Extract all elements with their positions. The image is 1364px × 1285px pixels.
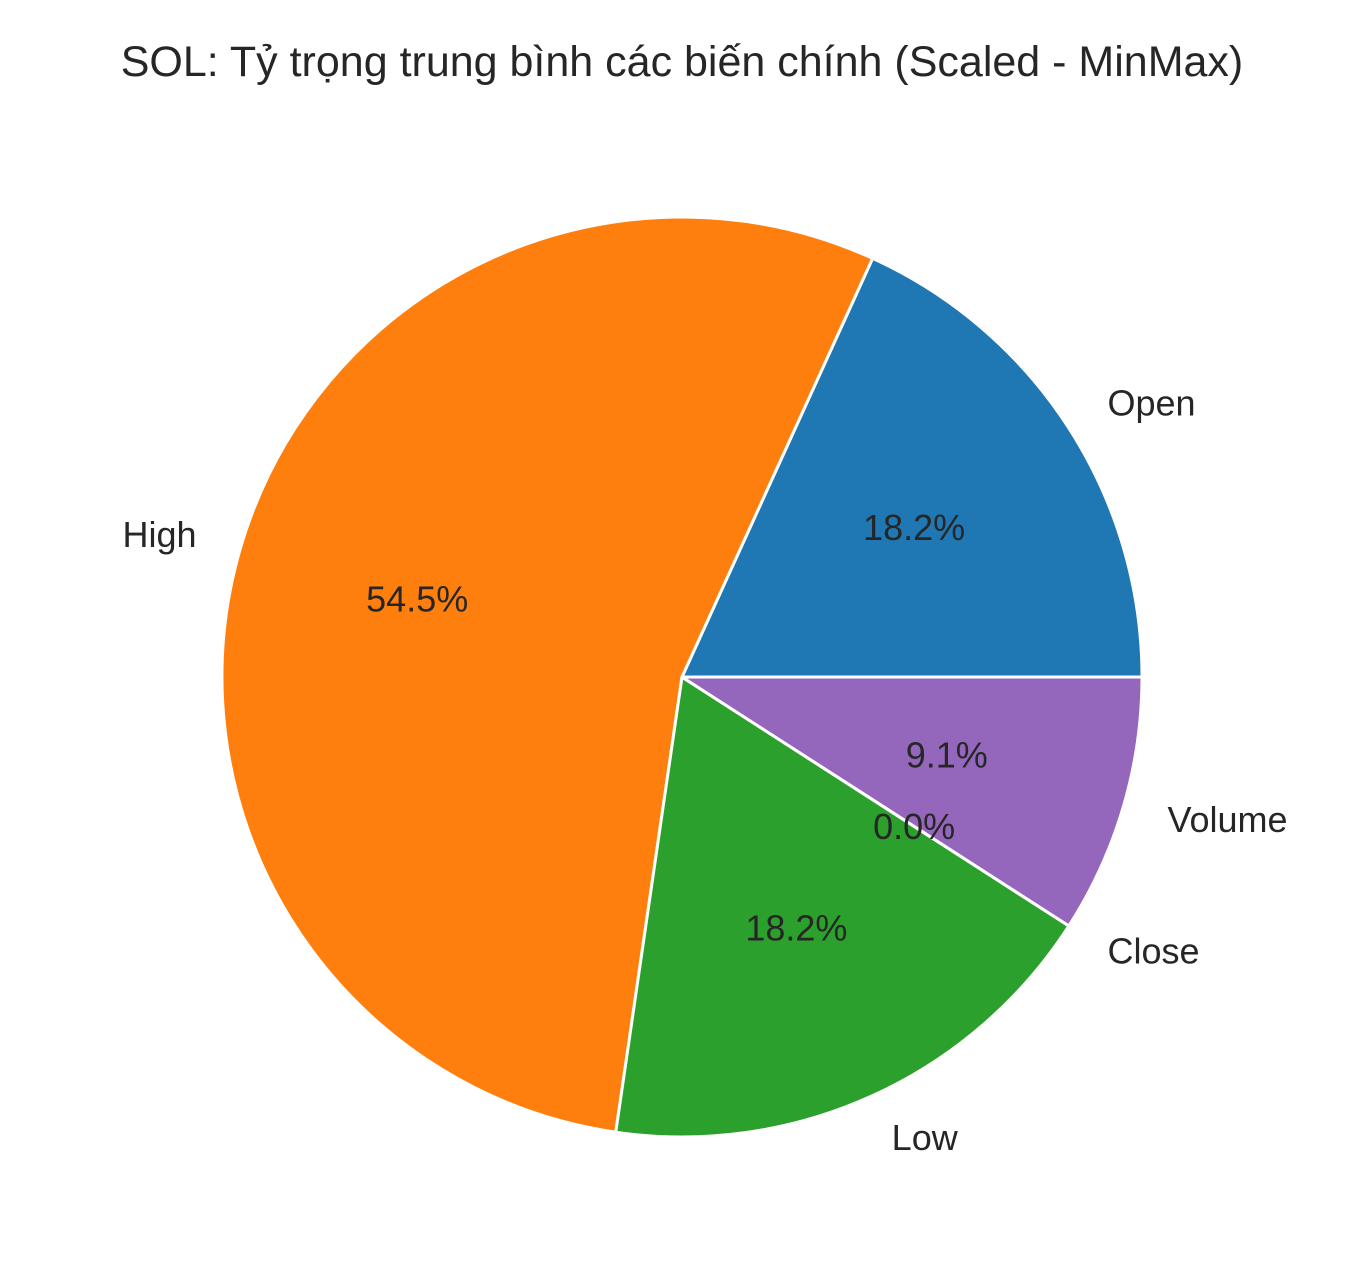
pie-slice-low — [614, 675, 1071, 1139]
chart-title: SOL: Tỷ trọng trung bình các biến chính … — [121, 38, 1244, 86]
percent-label-high: 54.5% — [366, 579, 468, 620]
pie-slice-volume — [680, 675, 1144, 928]
percent-label-open: 18.2% — [863, 507, 965, 548]
label-close: Close — [1108, 930, 1200, 971]
percent-label-low: 18.2% — [745, 908, 847, 949]
label-high: High — [122, 514, 196, 555]
percent-label-close: 0.0% — [873, 806, 955, 847]
pie-slice-high — [220, 215, 875, 1134]
pie-slice-open — [680, 256, 1144, 679]
label-low: Low — [892, 1117, 959, 1158]
category-labels: Open High Low Close Volume — [122, 383, 1287, 1158]
label-open: Open — [1108, 383, 1196, 424]
label-volume: Volume — [1167, 799, 1287, 840]
percent-labels: 18.2% 54.5% 18.2% 0.0% 9.1% — [366, 507, 988, 949]
pie-wedges — [220, 215, 1144, 1139]
percent-label-volume: 9.1% — [906, 734, 988, 775]
